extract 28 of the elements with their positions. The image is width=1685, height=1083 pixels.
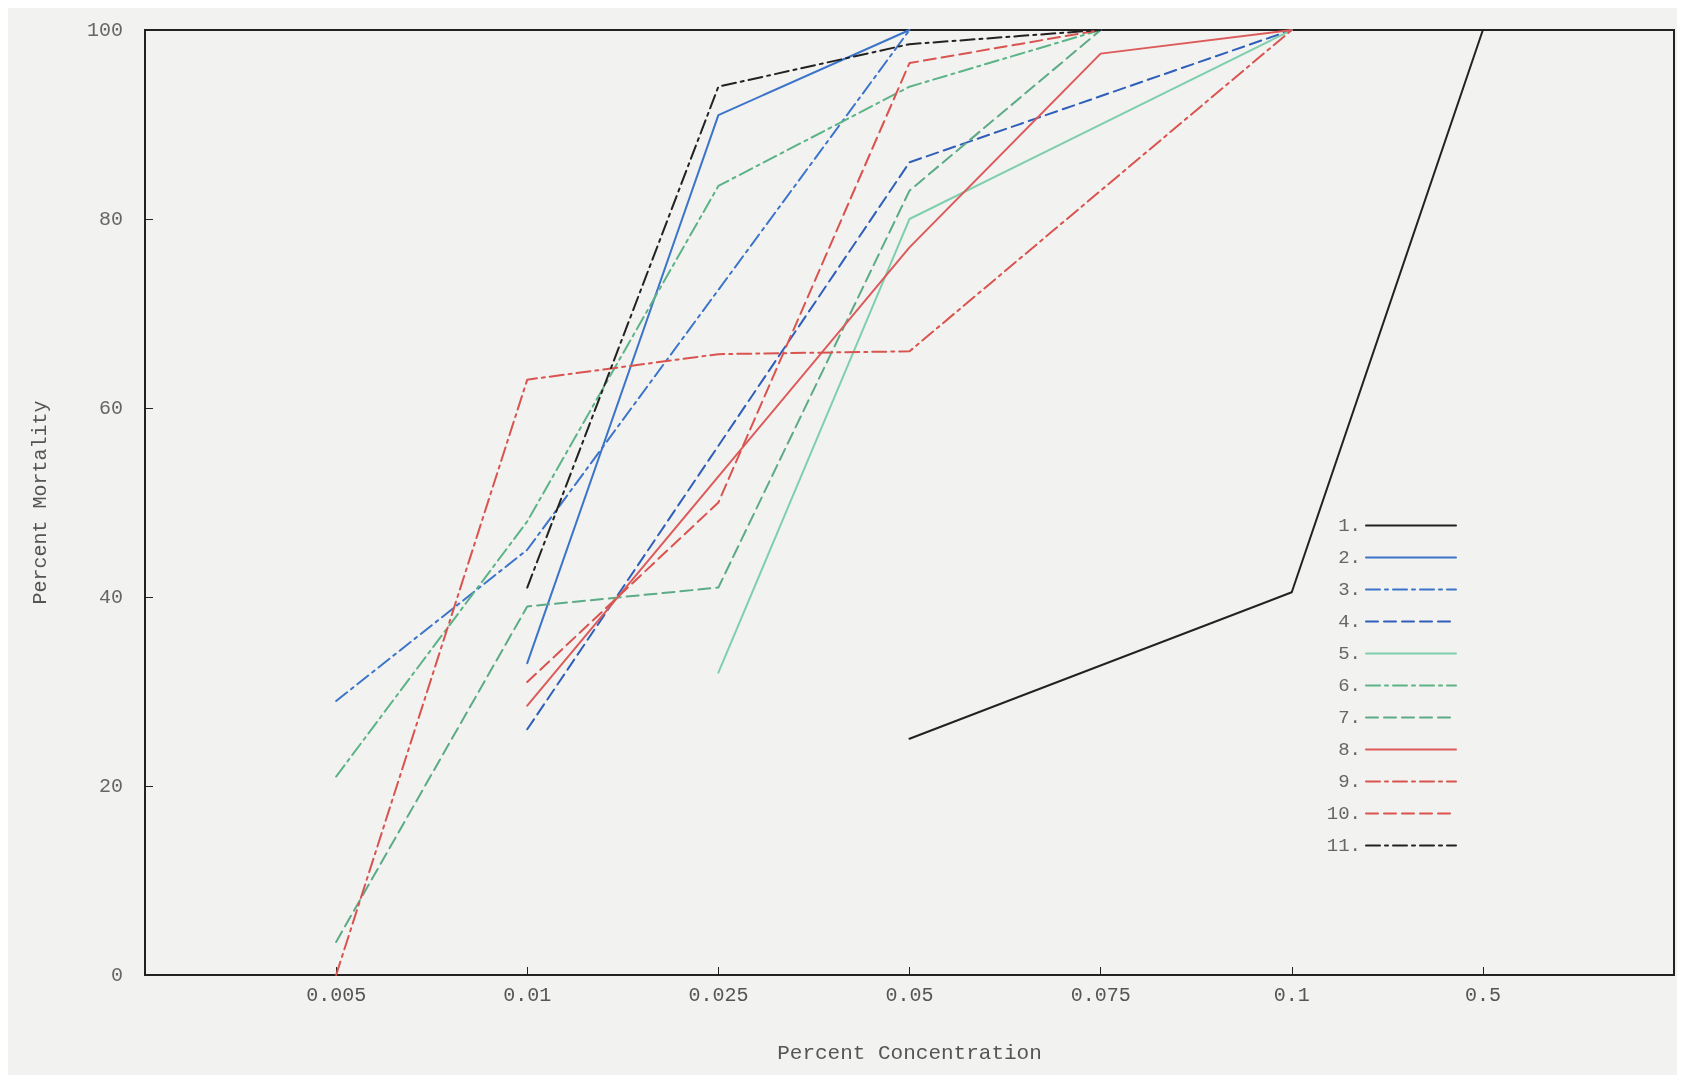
line-series: [335, 29, 1293, 976]
x-tick-label: 0.1: [1273, 983, 1310, 1007]
x-tick-label: 0.01: [503, 983, 552, 1007]
legend-label: 11.: [1326, 834, 1361, 857]
y-tick-label: 80: [98, 207, 123, 231]
y-tick-label: 20: [98, 774, 123, 798]
legend-label: 4.: [1338, 610, 1361, 633]
legend-label: 2.: [1338, 546, 1361, 569]
x-tick-label: 0.005: [306, 983, 367, 1007]
legend-label: 5.: [1338, 642, 1361, 665]
legend-label: 3.: [1338, 578, 1361, 601]
y-tick-label: 0: [110, 963, 123, 987]
y-tick-label: 100: [86, 18, 123, 42]
legend-label: 6.: [1338, 674, 1361, 697]
legend-label: 9.: [1338, 770, 1361, 793]
x-tick-label: 0.05: [885, 983, 934, 1007]
y-tick-label: 40: [98, 585, 123, 609]
x-tick-label: 0.025: [688, 983, 749, 1007]
x-tick-label: 0.075: [1070, 983, 1131, 1007]
line-series: [335, 29, 1102, 943]
y-tick-label: 60: [98, 396, 123, 420]
legend-label: 7.: [1338, 706, 1361, 729]
x-tick-label: 0.5: [1464, 983, 1501, 1007]
y-axis-title: Percent Mortality: [28, 400, 52, 605]
legend-label: 1.: [1338, 514, 1361, 537]
legend-label: 8.: [1338, 738, 1361, 761]
legend-label: 10.: [1326, 802, 1361, 825]
x-axis-title: Percent Concentration: [777, 1042, 1042, 1065]
